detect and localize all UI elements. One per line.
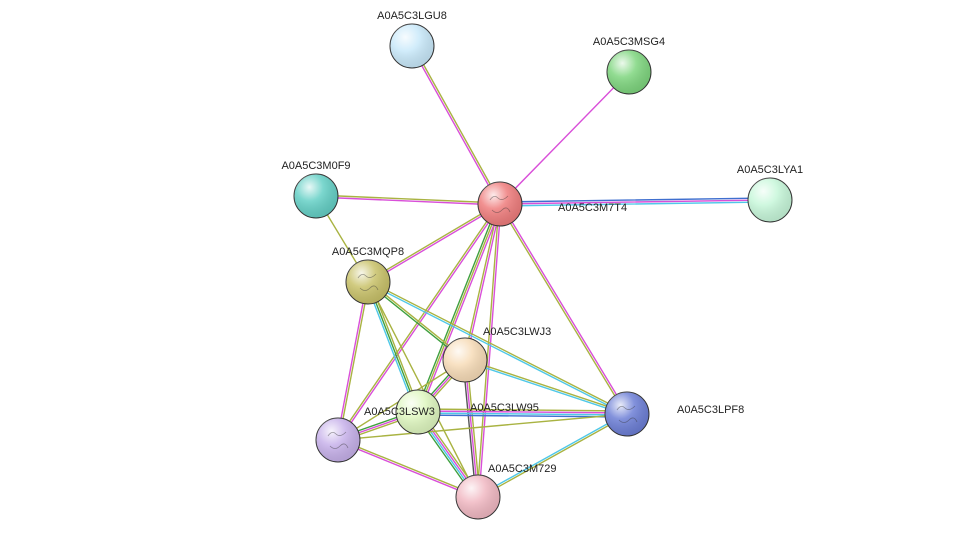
node-label: A0A5C3LPF8	[677, 404, 744, 416]
node-label: A0A5C3M729	[488, 463, 557, 475]
edge	[369, 205, 501, 283]
node-A0A5C3LSW3[interactable]	[316, 418, 360, 462]
node-A0A5C3LGU8[interactable]	[390, 24, 434, 68]
edge	[316, 195, 500, 203]
edge	[413, 46, 501, 204]
node-A0A5C3MSG4[interactable]	[607, 50, 651, 94]
node-label: A0A5C3MSG4	[593, 36, 665, 48]
edge	[411, 46, 499, 204]
graph-svg: A0A5C3LGU8 A0A5C3MSG4 A0A5C3M0F9 A0A5C3M7T4…	[0, 0, 976, 553]
node-A0A5C3M0F9[interactable]	[294, 174, 338, 218]
node-A0A5C3MQP8[interactable]	[346, 260, 390, 304]
edge	[478, 415, 627, 498]
labels-layer: A0A5C3LGU8 A0A5C3MSG4 A0A5C3M0F9 A0A5C3M7T4…	[281, 10, 803, 475]
node-A0A5C3LWJ3[interactable]	[443, 338, 487, 382]
node-label: A0A5C3LW95	[470, 402, 539, 414]
edge	[501, 203, 628, 413]
edge	[367, 203, 499, 281]
edge	[338, 439, 478, 496]
edge	[337, 282, 367, 440]
node-A0A5C3LPF8[interactable]	[605, 392, 649, 436]
node-A0A5C3LYA1[interactable]	[748, 178, 792, 222]
edge	[500, 72, 629, 204]
network-diagram: A0A5C3LGU8 A0A5C3MSG4 A0A5C3M0F9 A0A5C3M7T4…	[0, 0, 976, 553]
node-label: A0A5C3MQP8	[332, 246, 404, 258]
nodes-layer	[294, 24, 792, 519]
node-label: A0A5C3LSW3	[364, 406, 435, 418]
node-label: A0A5C3LWJ3	[483, 326, 551, 338]
node-label: A0A5C3LYA1	[737, 164, 803, 176]
node-A0A5C3M729[interactable]	[456, 475, 500, 519]
node-label: A0A5C3LGU8	[377, 10, 447, 22]
edge	[316, 197, 500, 205]
node-A0A5C3M7T4[interactable]	[478, 182, 522, 226]
node-label: A0A5C3M0F9	[281, 160, 350, 172]
node-label: A0A5C3M7T4	[558, 202, 627, 214]
